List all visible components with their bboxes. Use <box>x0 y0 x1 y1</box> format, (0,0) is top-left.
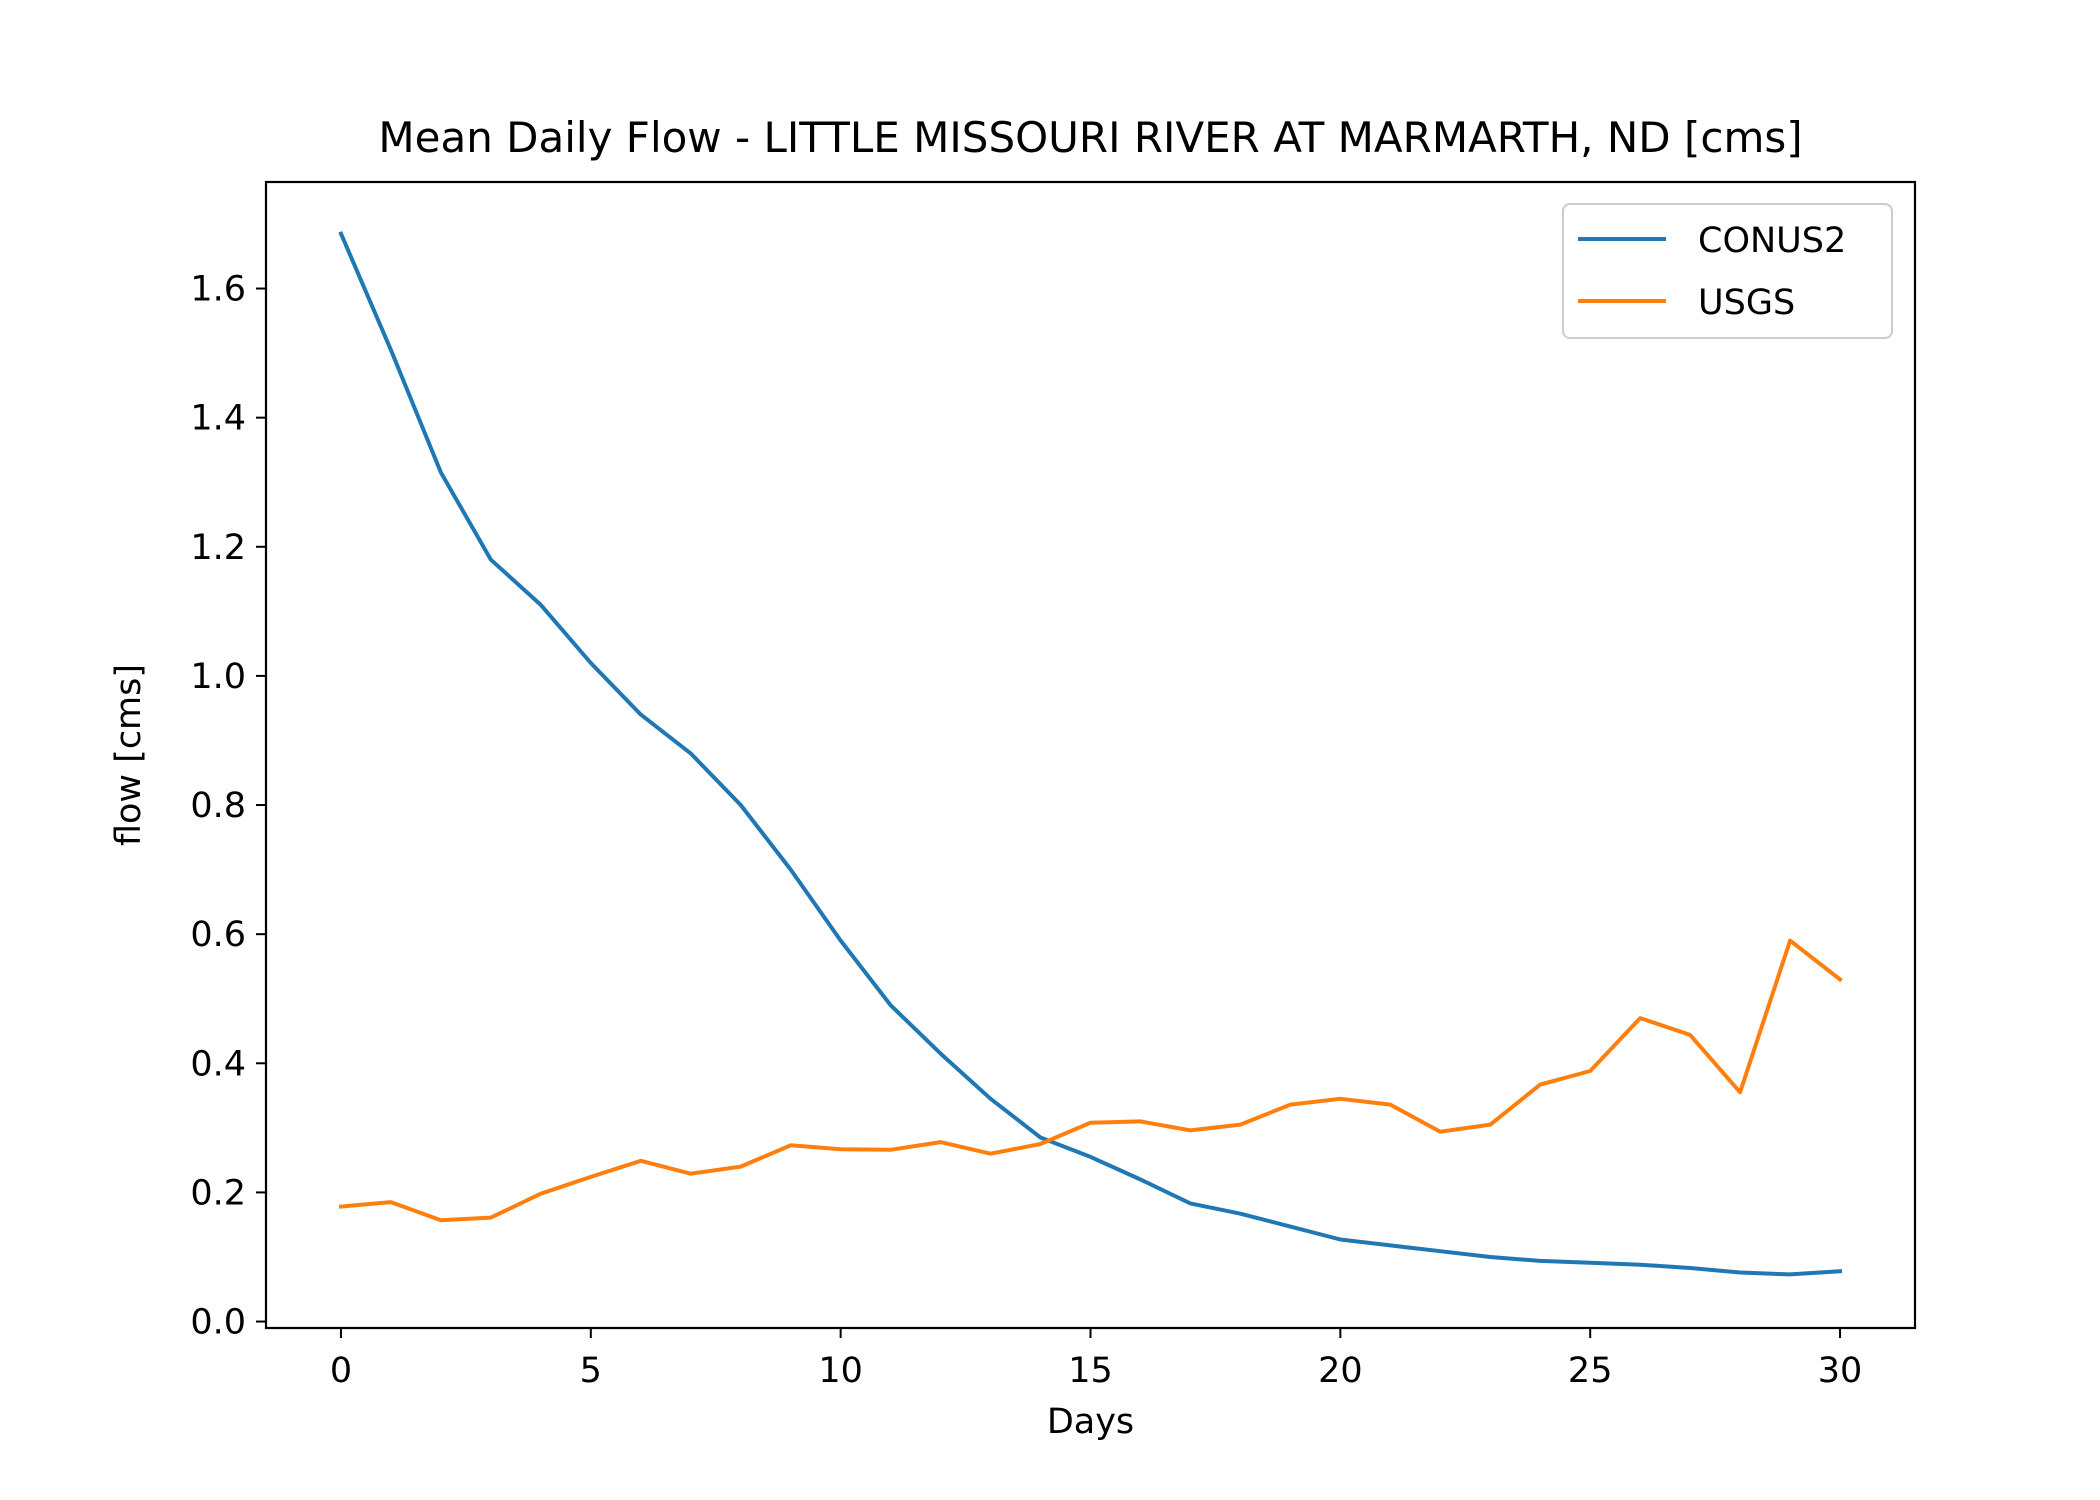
y-tick-label: 1.4 <box>190 399 246 439</box>
y-tick-label: 1.0 <box>190 657 246 697</box>
x-tick-label: 20 <box>1318 1351 1363 1391</box>
y-tick-label: 1.2 <box>190 528 246 568</box>
y-tick-label: 0.6 <box>190 915 246 955</box>
y-tick-label: 0.4 <box>190 1044 246 1084</box>
y-axis-label: flow [cms] <box>109 664 149 846</box>
x-tick-label: 5 <box>580 1351 602 1391</box>
x-axis-label: Days <box>1047 1402 1134 1442</box>
y-tick-label: 0.2 <box>190 1173 246 1213</box>
y-tick-label: 0.0 <box>190 1303 246 1343</box>
x-tick-label: 10 <box>818 1351 863 1391</box>
y-tick-label: 1.6 <box>190 270 246 310</box>
x-tick-label: 0 <box>330 1351 352 1391</box>
x-tick-label: 30 <box>1818 1351 1863 1391</box>
y-tick-label: 0.8 <box>190 786 246 826</box>
x-tick-label: 25 <box>1568 1351 1613 1391</box>
plot-series <box>338 231 1843 1277</box>
x-tick-label: 15 <box>1068 1351 1113 1391</box>
chart-title: Mean Daily Flow - LITTLE MISSOURI RIVER … <box>378 113 1802 162</box>
legend: CONUS2 USGS <box>1562 203 1893 339</box>
series-line-conus2 <box>338 231 1843 1277</box>
series-line-usgs <box>338 938 1843 1223</box>
x-axis-ticks: 0 5 10 15 20 25 30 <box>330 1328 1863 1391</box>
legend-label-conus2: CONUS2 <box>1698 221 1846 261</box>
y-axis-ticks: 0.0 0.2 0.4 0.6 0.8 1.0 1.2 1.4 1.6 <box>190 270 266 1343</box>
legend-label-usgs: USGS <box>1698 283 1795 323</box>
